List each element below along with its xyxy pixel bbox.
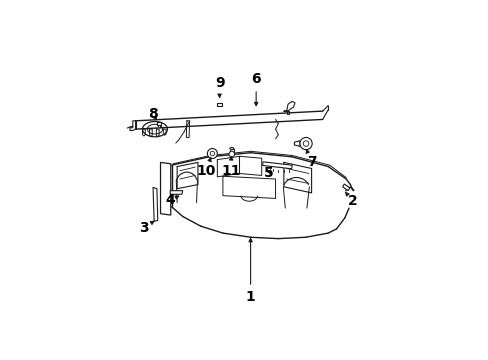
Circle shape (303, 141, 308, 146)
Text: 10: 10 (196, 158, 215, 178)
Text: 7: 7 (305, 149, 316, 170)
Circle shape (210, 151, 214, 156)
Polygon shape (157, 122, 161, 125)
Polygon shape (342, 184, 349, 191)
Text: 6: 6 (251, 72, 261, 106)
Text: 3: 3 (139, 221, 154, 234)
Circle shape (207, 149, 217, 158)
Polygon shape (153, 187, 158, 221)
Text: 1: 1 (245, 238, 255, 304)
Text: 8: 8 (148, 107, 158, 121)
Circle shape (228, 151, 234, 157)
Text: 4: 4 (165, 193, 179, 207)
Polygon shape (262, 162, 292, 169)
Text: 5: 5 (263, 166, 273, 180)
Text: 9: 9 (214, 76, 224, 98)
Polygon shape (170, 191, 183, 194)
Polygon shape (294, 141, 299, 146)
Text: 2: 2 (345, 192, 357, 208)
Polygon shape (217, 103, 222, 106)
Polygon shape (160, 162, 170, 215)
Polygon shape (229, 149, 233, 154)
Circle shape (299, 138, 311, 150)
Text: 11: 11 (221, 157, 241, 178)
